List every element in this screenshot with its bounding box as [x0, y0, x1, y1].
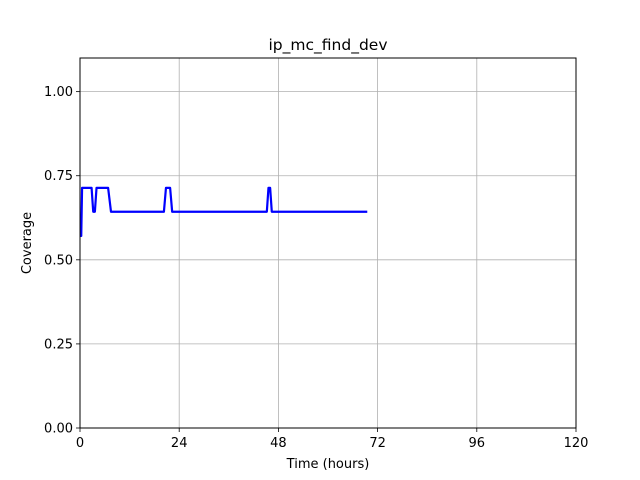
y-tick-label: 0.00	[44, 422, 73, 437]
x-tick-label: 48	[270, 436, 287, 451]
x-axis-label: Time (hours)	[286, 457, 370, 472]
plot-frame	[79, 57, 577, 429]
x-tick-label: 96	[469, 436, 486, 451]
chart-title: ip_mc_find_dev	[269, 36, 388, 55]
series-line	[80, 186, 368, 238]
y-tick-label: 0.25	[44, 337, 73, 352]
y-tick-label: 1.00	[44, 85, 73, 100]
y-axis-label: Coverage	[20, 212, 35, 274]
x-tick-label: 120	[564, 436, 589, 451]
x-tick-label: 0	[76, 436, 84, 451]
y-tick-label: 0.50	[44, 253, 73, 268]
x-tick-label: 72	[369, 436, 386, 451]
y-tick-label: 0.75	[44, 169, 73, 184]
x-axis-ticks: 0 24 48 72 96 120	[76, 428, 589, 451]
series-layer	[80, 186, 368, 238]
x-tick-label: 24	[171, 436, 188, 451]
y-axis-ticks: 0.00 0.25 0.50 0.75 1.00	[44, 85, 80, 437]
